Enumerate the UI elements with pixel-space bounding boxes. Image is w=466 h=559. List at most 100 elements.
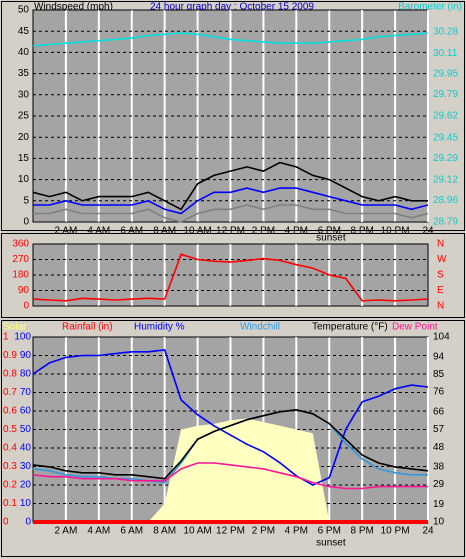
x-tick-label: 6 PM	[318, 226, 341, 237]
y-tick-label: 90	[18, 285, 30, 296]
x-tick-label: 10 PM	[381, 226, 410, 237]
y-tick-label: 10	[20, 498, 32, 509]
y3-tick-label: 0.8	[3, 369, 17, 380]
y2-tick-label: 57	[433, 424, 445, 435]
x-tick-label: 4 PM	[285, 526, 308, 537]
y2-tick-label: 48	[433, 442, 445, 453]
y-tick-label: 30	[18, 89, 30, 100]
y2-tick-label: 29.95	[433, 68, 458, 79]
y2-tick-label: 28.96	[433, 195, 458, 206]
legend-label: Temperature (°F)	[312, 322, 388, 333]
y2-tick-label: 94	[433, 351, 445, 362]
x-tick-label: 8 AM	[153, 226, 176, 237]
y-tick-label: 10	[18, 174, 30, 185]
y3-tick-label: 1	[3, 332, 9, 343]
y-tick-label: 90	[20, 350, 32, 361]
line	[32, 462, 428, 490]
area	[33, 418, 428, 522]
y-tick-label: 50	[20, 424, 32, 435]
y2-tick-label: 66	[433, 406, 445, 417]
y3-tick-label: 0.7	[3, 387, 17, 398]
y2-tick-label: 29.79	[433, 89, 458, 100]
y-tick-label: 35	[18, 68, 30, 79]
y-tick-label: 70	[20, 387, 32, 398]
y2-axis-label: Barometer (in)	[398, 2, 462, 13]
x-tick-label: 24	[422, 226, 434, 237]
x-tick-label: 12 PM	[216, 526, 245, 537]
x-tick-label: 10 AM	[183, 526, 211, 537]
panel-frame	[1, 320, 465, 557]
y3-tick-label: 0.4	[3, 443, 17, 454]
y2-tick-label: 104	[433, 332, 450, 343]
y-tick-label: 40	[20, 443, 32, 454]
y-axis-label: Windspeed (mph)	[34, 2, 113, 13]
x-tick-label: 6 AM	[120, 526, 143, 537]
y2-tick-label: 29.62	[433, 111, 458, 122]
y2-tick-label: 28.79	[433, 217, 458, 228]
y2-tick-label: E	[437, 285, 444, 296]
panel-frame	[1, 233, 465, 318]
y-tick-label: 0	[25, 517, 31, 528]
y2-tick-label: 85	[433, 369, 445, 380]
y-tick-label: 45	[18, 26, 30, 37]
x-tick-label: 4 AM	[87, 226, 110, 237]
x-tick-label: 2 AM	[55, 226, 78, 237]
y3-tick-label: 0.1	[3, 498, 17, 509]
y-tick-label: 15	[18, 153, 30, 164]
x-tick-label: 2 PM	[252, 526, 275, 537]
y2-tick-label: 10	[433, 517, 445, 528]
annotation: sunset	[316, 538, 346, 549]
y2-tick-label: 19	[433, 499, 445, 510]
legend-label: Dew Point	[392, 322, 438, 333]
y3-tick-label: 0.6	[3, 406, 17, 417]
y3-tick-label: 0.3	[3, 461, 17, 472]
y2-tick-label: N	[437, 239, 444, 250]
x-tick-label: 2 AM	[55, 526, 78, 537]
x-tick-label: 10 PM	[381, 526, 410, 537]
y2-tick-label: S	[437, 270, 444, 281]
y2-tick-label: W	[437, 254, 447, 265]
line	[32, 161, 428, 211]
chart-title: 24 hour graph day : October 15 2009	[150, 2, 314, 13]
y-tick-label: 30	[20, 461, 32, 472]
annotation: sunset	[316, 233, 346, 244]
legend-label: Humidity %	[134, 322, 185, 333]
y2-tick-label: 29.12	[433, 174, 458, 185]
legend-label: Windchill	[240, 322, 280, 333]
x-tick-label: 4 PM	[285, 226, 308, 237]
y-tick-label: 270	[12, 254, 29, 265]
x-tick-label: 24	[422, 526, 434, 537]
y-tick-label: 360	[12, 239, 29, 250]
y-tick-label: 25	[18, 111, 30, 122]
y-tick-label: 50	[18, 5, 30, 16]
y-tick-label: 20	[18, 132, 30, 143]
y2-tick-label: 29.45	[433, 132, 458, 143]
x-tick-label: 8 PM	[350, 226, 373, 237]
line	[32, 408, 429, 480]
y2-tick-label: 29.29	[433, 153, 458, 164]
y-tick-label: 0	[23, 301, 29, 312]
y-tick-label: 20	[20, 480, 32, 491]
line	[32, 253, 429, 302]
x-tick-label: 8 AM	[153, 526, 176, 537]
y-tick-label: 5	[23, 195, 29, 206]
x-tick-label: 4 AM	[87, 526, 110, 537]
legend-label: Rainfall (in)	[62, 322, 113, 333]
y-tick-label: 180	[12, 270, 29, 281]
x-tick-label: 6 PM	[318, 526, 341, 537]
y-tick-label: 60	[20, 406, 32, 417]
legend-label: Solar	[3, 322, 27, 333]
panel-frame	[1, 1, 465, 231]
x-tick-label: 12 PM	[216, 226, 245, 237]
y2-tick-label: 29	[433, 479, 445, 490]
y3-tick-label: 0.5	[3, 424, 17, 435]
line	[32, 32, 429, 47]
x-tick-label: 10 AM	[183, 226, 211, 237]
y2-tick-label: 76	[433, 387, 445, 398]
y2-tick-label: 30.28	[433, 26, 458, 37]
line	[33, 204, 429, 223]
y3-tick-label: 0.9	[3, 350, 17, 361]
x-tick-label: 6 AM	[120, 226, 143, 237]
y2-tick-label: 38	[433, 462, 445, 473]
